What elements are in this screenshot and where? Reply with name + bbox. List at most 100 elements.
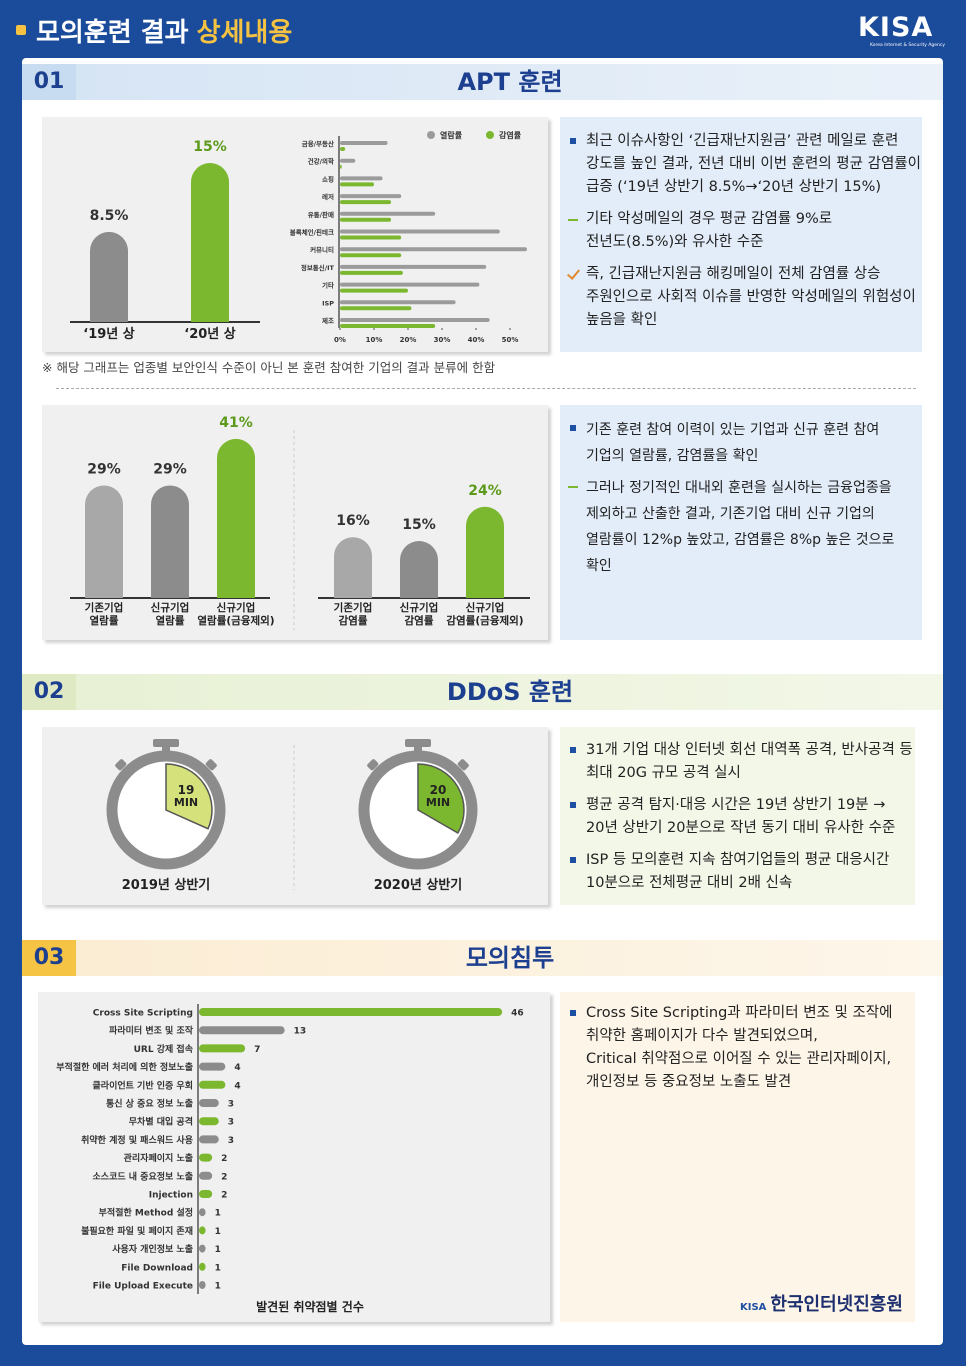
bar (340, 182, 374, 187)
value-label: 1 (215, 1263, 221, 1273)
bar (340, 147, 346, 151)
category-label: 신규기업 (400, 601, 439, 614)
bar (340, 217, 391, 222)
bar (340, 194, 402, 199)
category-label: 정보통신/IT (301, 263, 335, 272)
side-button (457, 759, 469, 771)
notes: 기존 훈련 참여 이력이 있는 기업과 신규 훈련 참여 기업의 열람률, 감염률… (562, 417, 894, 579)
bar (340, 253, 402, 258)
note-line: 급증 (‘19년 상반기 8.5%→‘20년 상반기 15%) (586, 179, 882, 195)
bar (334, 537, 372, 598)
bar (199, 1117, 219, 1126)
bar (85, 485, 123, 598)
bar (151, 485, 189, 598)
side-button (367, 759, 379, 771)
bar (199, 1281, 206, 1289)
value-label: 13 (294, 1027, 307, 1037)
section-header: 01 APT 훈련 (22, 64, 943, 100)
bar (199, 1244, 206, 1253)
bar (90, 231, 128, 322)
category-label: 사용자 개인정보 노출 (112, 1243, 193, 1255)
section-number: 01 (22, 64, 76, 100)
bar (191, 163, 229, 322)
note-item: 즉, 긴급재난지원금 해킹메일이 전체 감염률 상승 주원인으로 사회적 이슈를 … (562, 263, 921, 332)
bullet (568, 486, 578, 488)
clock-value: 19 (178, 783, 195, 797)
category-label: 불필요한 파일 및 페이지 존재 (81, 1225, 193, 1237)
value-label: 1 (215, 1245, 221, 1255)
value-label: 2 (221, 1154, 227, 1164)
clock-unit: MIN (174, 796, 198, 809)
category-label: File Download (121, 1263, 193, 1273)
section-title: DDoS 훈련 (446, 678, 574, 706)
bar (340, 247, 527, 252)
category-label: 부적절한 에러 처리에 의한 정보노출 (56, 1061, 193, 1073)
category-label: 기타 (322, 281, 334, 290)
category-label: 제조 (322, 316, 334, 325)
value-label: 29% (87, 461, 121, 477)
category-label: 쇼핑 (322, 174, 334, 183)
category-label: 관리자페이지 노출 (124, 1152, 193, 1164)
value-label: 16% (336, 513, 370, 529)
category-label: 기존기업 (85, 601, 124, 614)
category-label: 열람률 (156, 614, 185, 627)
note-line: 높음을 확인 (586, 312, 658, 328)
category-label: 레저 (322, 192, 334, 201)
note-line: 그러나 정기적인 대내외 훈련을 실시하는 금융업종을 (586, 480, 892, 496)
value-label: 15% (402, 517, 436, 533)
value-label: 1 (215, 1209, 221, 1219)
note-line: 제외하고 산출한 결과, 기존기업 대비 신규 기업의 (586, 506, 875, 522)
note-line: 취약한 홈페이지가 다수 발견되었으며, (586, 1028, 818, 1044)
title-highlight: 상세내용 (196, 18, 293, 48)
notes: 31개 기업 대상 인터넷 회선 대역폭 공격, 반사공격 등 최대 20G 규모… (562, 739, 913, 895)
bar (199, 1153, 213, 1162)
category-label: Cross Site Scripting (93, 1009, 193, 1019)
value-label: 1 (215, 1282, 221, 1292)
notes: 최근 이슈사항인 ‘긴급재난지원금’ 관련 메일로 훈련 강도를 높인 결과, 전… (562, 130, 921, 332)
category-label: 건강/의학 (308, 157, 334, 166)
footer-logo: KISA 한국인터넷진흥원 (740, 1290, 903, 1316)
x-tick-label: 50% (502, 336, 519, 344)
bar (199, 1008, 503, 1016)
note-line: 강도를 높인 결과, 전년 대비 이번 훈련의 평균 감염률이 (586, 156, 921, 172)
footer-org: 한국인터넷진흥원 (770, 1294, 903, 1315)
bar (466, 506, 504, 598)
bar (199, 1080, 226, 1089)
footer-logo-mark: KISA (740, 1302, 767, 1313)
page-title: 모의훈련 결과 상세내용 (36, 12, 292, 49)
bar (340, 235, 402, 240)
note-line: 20년 상반기 20분으로 작년 동기 대비 유사한 수준 (586, 820, 896, 836)
note-line: 31개 기업 대상 인터넷 회선 대역폭 공격, 반사공격 등 (586, 742, 913, 758)
category-label: 열람률(금융제외) (197, 614, 274, 627)
bar (199, 1171, 213, 1180)
title-dot (16, 25, 26, 35)
clock-sector (417, 763, 465, 835)
note-line: 평균 공격 탐지·대응 시간은 19년 상반기 19분 → (586, 797, 886, 813)
value-label: 3 (228, 1118, 234, 1128)
note-line: Cross Site Scripting과 파라미터 변조 및 조작에 (586, 1005, 893, 1021)
category-label: 소스코드 내 중요정보 노출 (93, 1170, 193, 1182)
category-label: 무차별 대입 공격 (129, 1116, 193, 1128)
value-label: 2 (221, 1191, 227, 1201)
bar (340, 288, 408, 293)
bar (340, 324, 436, 328)
bar (340, 211, 436, 216)
section-number: 02 (22, 674, 76, 710)
logo: KISA (858, 12, 934, 43)
note-item: 평균 공격 탐지·대응 시간은 19년 상반기 19분 → 20년 상반기 20분… (562, 794, 913, 840)
text-panel (560, 117, 922, 352)
category-label: 신규기업 (151, 601, 190, 614)
note-line: 주원인으로 사회적 이슈를 반영한 악성메일의 위험성이 (586, 289, 916, 305)
category-label: ‘19년 상 (83, 327, 135, 342)
note-item: 기존 훈련 참여 이력이 있는 기업과 신규 훈련 참여 기업의 열람률, 감염률… (562, 417, 894, 469)
bar (199, 1099, 219, 1107)
value-label: 4 (234, 1081, 240, 1091)
x-tick-label: 20% (400, 336, 417, 344)
bar (340, 200, 391, 205)
category-label: 클라이언트 기반 인증 우회 (93, 1079, 193, 1091)
category-label: URL 강제 접속 (134, 1043, 193, 1055)
x-tick-label: 10% (366, 336, 383, 344)
